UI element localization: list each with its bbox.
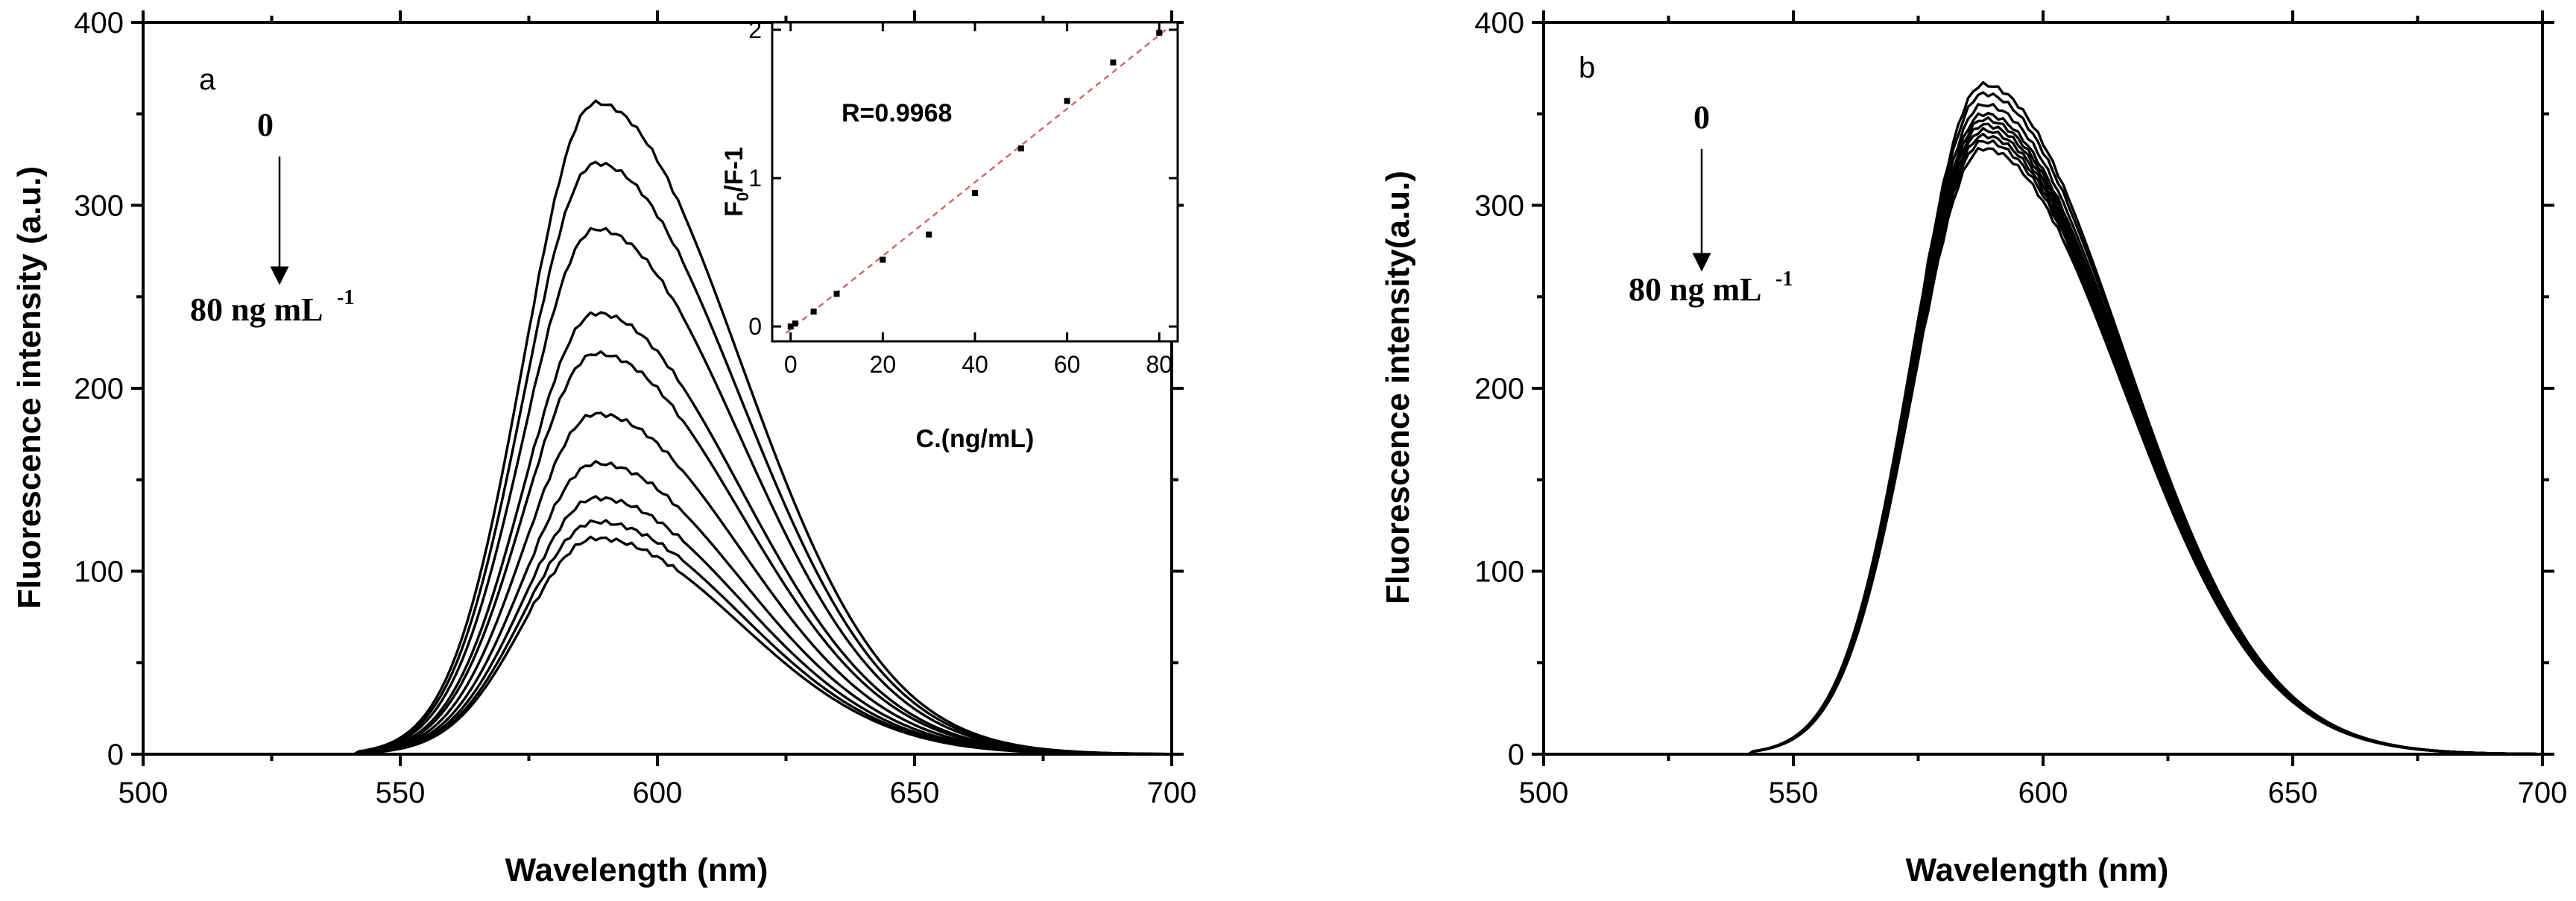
panel-b-xtick-label-3: 650 [2268,777,2318,809]
inset-ylabel-sub: 0 [733,192,752,201]
panel-b-label: b [1579,51,1595,84]
panel-b-series-9 [1544,147,2542,756]
inset-xtick-label-3: 60 [1054,351,1081,378]
panel-a-annotation-end-sup: -1 [337,286,354,309]
panel-b-annotation-start: 0 [1693,99,1710,136]
inset-point-10 [1156,29,1163,36]
inset-point-7 [1017,145,1024,152]
panel-a-series-7 [143,495,1172,756]
inset-point-6 [972,189,978,196]
inset-point-2 [810,309,817,315]
panel-a-xtick-label-0: 500 [119,777,168,809]
panel-a-series-6 [143,460,1172,756]
panel-a-annotation-start: 0 [257,107,274,143]
panel-a-series-4 [143,350,1172,756]
inset-xtick-label-0: 0 [784,351,798,378]
inset-marks: 0 20 40 60 80 0 1 2 [748,16,1178,378]
panel-b-ytick-label-1: 100 [1474,556,1524,589]
panel-b-ytick-label-4: 400 [1474,7,1524,39]
svg-text:F0/F-1: F0/F-1 [720,147,752,216]
panel-a-ytick-label-2: 200 [74,373,124,405]
inset-xtick-label-2: 40 [962,351,988,378]
panel-b-annotation-end: 80 ng mL [1629,271,1761,308]
inset-ylabel: F0/F-1 [720,147,752,216]
inset-ytick-label-0: 0 [748,313,762,340]
panel-a-annotation-end: 80 ng mL [190,291,323,328]
inset-fit-line [785,27,1169,334]
inset-xtick-label-4: 80 [1146,351,1172,378]
panel-b-series-6 [1544,127,2542,756]
inset-ytick-label-1: 1 [748,165,762,192]
panel-a-ytick-label-3: 300 [74,190,124,223]
panel-b-series-4 [1544,116,2542,756]
panel-b-annotation-end-sup: -1 [1775,268,1793,291]
inset-ylabel-main: F [720,201,748,217]
panel-b-ytick-label-3: 300 [1474,190,1524,223]
panel-a-ylabel: Fluorescence intensity (a.u.) [11,166,48,609]
panel-b-xtick-label-0: 500 [1519,777,1569,809]
panel-a-series-3 [143,311,1172,756]
panel-a-xtick-label-3: 650 [890,777,940,809]
panel-b-xtick-label-1: 550 [1769,777,1819,809]
panel-a-series-5 [143,411,1172,756]
panel-a-ytick-label-4: 400 [74,7,124,39]
inset-point-8 [1064,98,1070,104]
panel-a-xtick-label-2: 600 [633,777,683,809]
panel-a-xtick-label-1: 550 [376,777,426,809]
panel-b-ylabel: Fluorescence intensity(a.u.) [1380,171,1416,604]
panel-b-series-7 [1544,133,2542,756]
panel-b: 500 550 600 650 700 0 100 200 300 400 b 0 80 ng m… [1380,7,2567,888]
panel-b-axes: 500 550 600 650 700 0 100 200 300 400 [1474,7,2567,809]
panel-a-series-9 [143,535,1172,756]
inset-point-1 [792,320,798,327]
panel-b-xtick-label-2: 600 [2018,777,2068,809]
panel-b-series-8 [1544,139,2542,756]
panel-a-ytick-label-1: 100 [74,556,124,589]
inset-point-3 [833,291,840,297]
inset-r-value: R=0.9968 [842,99,952,127]
inset-point-0 [787,323,794,330]
inset-point-5 [926,231,932,238]
panel-b-series-3 [1544,112,2542,756]
panel-a-ytick-label-0: 0 [107,739,124,771]
inset-point-9 [1110,59,1117,66]
panel-b-ytick-label-2: 200 [1474,373,1524,405]
panel-a-xtick-label-4: 700 [1147,777,1197,809]
inset-xlabel: C.(ng/mL) [916,425,1035,453]
panel-b-xlabel: Wavelength (nm) [1906,852,2169,888]
panel-a-label: a [199,63,216,96]
panel-b-xtick-label-4: 700 [2518,777,2568,809]
inset-ylabel-rest: /F-1 [720,147,748,192]
panel-b-ytick-label-0: 0 [1508,739,1524,771]
inset-point-4 [880,256,886,263]
panel-b-curves [1544,80,2542,756]
inset-ytick-label-2: 2 [748,16,762,43]
panel-a-xlabel: Wavelength (nm) [505,852,768,888]
inset-xtick-label-1: 20 [870,351,897,378]
panel-b-series-5 [1544,122,2542,756]
